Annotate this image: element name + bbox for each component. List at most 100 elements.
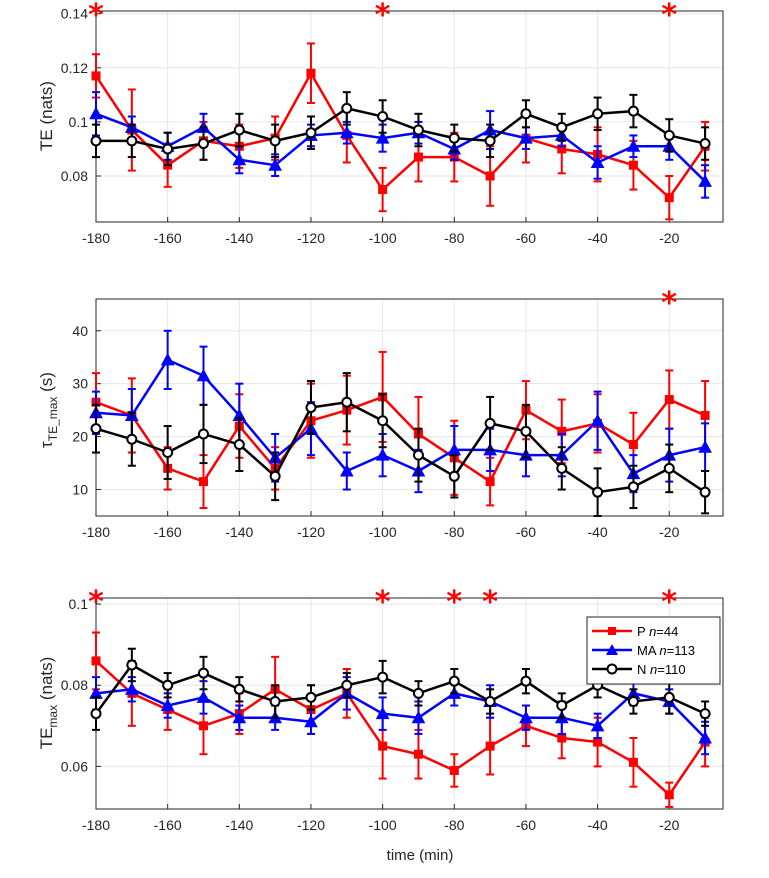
- data-point: [91, 656, 101, 666]
- data-point: [197, 138, 209, 150]
- data-point: [162, 679, 174, 691]
- data-point: [233, 683, 245, 695]
- data-point: [162, 446, 174, 458]
- y-tick-label: 0.12: [61, 60, 88, 76]
- data-point: [698, 730, 712, 744]
- x-tick-label: -160: [154, 524, 182, 540]
- data-point: [90, 708, 102, 720]
- series-line-P: [95, 659, 707, 797]
- x-tick-label: -140: [225, 817, 253, 833]
- data-point: [519, 710, 533, 724]
- series-N: [90, 372, 711, 517]
- x-tick-label: -40: [587, 817, 607, 833]
- data-point: [448, 675, 460, 687]
- significance-star: *: [661, 286, 677, 321]
- significance-star: *: [482, 585, 498, 620]
- series-line-P: [95, 395, 706, 483]
- x-tick-label: -140: [225, 524, 253, 540]
- data-point: [699, 138, 711, 150]
- data-point: [626, 139, 641, 152]
- data-point: [196, 368, 211, 382]
- legend-entry-N: N n=110: [592, 662, 686, 677]
- data-point: [519, 131, 533, 144]
- data-point: [484, 417, 496, 429]
- data-point: [485, 477, 495, 487]
- x-tick-label: -80: [444, 230, 464, 246]
- data-point: [341, 396, 353, 408]
- data-point: [124, 682, 139, 695]
- legend-label: MA n=113: [637, 643, 695, 658]
- series-line-MA: [95, 112, 706, 183]
- data-point: [449, 765, 459, 775]
- x-tick-label: -100: [369, 524, 397, 540]
- legend-entry-MA: MA n=113: [592, 643, 695, 658]
- data-point: [485, 741, 495, 751]
- data-point: [375, 131, 390, 144]
- data-point: [196, 690, 211, 703]
- x-tick-label: -80: [444, 817, 464, 833]
- data-point: [305, 691, 317, 703]
- significance-star: *: [446, 585, 462, 620]
- series-N: [90, 91, 711, 167]
- data-point: [557, 733, 567, 743]
- data-point: [341, 102, 353, 114]
- series-line-MA: [95, 358, 706, 475]
- series-N: [90, 647, 711, 731]
- data-point: [699, 708, 711, 720]
- x-tick-label: -20: [659, 817, 679, 833]
- data-point: [592, 486, 604, 498]
- data-point: [698, 174, 712, 187]
- data-point: [627, 105, 639, 117]
- data-point: [162, 143, 174, 155]
- data-point: [269, 135, 281, 147]
- data-point: [628, 440, 638, 450]
- data-point: [377, 415, 389, 427]
- x-tick-label: -40: [587, 230, 607, 246]
- legend-marker: [606, 644, 618, 655]
- data-point: [378, 185, 388, 195]
- data-point: [305, 127, 317, 139]
- y-axis-label: TE (nats): [37, 81, 56, 151]
- data-point: [378, 741, 388, 751]
- x-tick-label: -180: [82, 230, 110, 246]
- data-point: [91, 71, 101, 81]
- y-tick-label: 20: [72, 429, 88, 445]
- significance-star: *: [88, 585, 104, 620]
- data-point: [306, 68, 316, 78]
- data-point: [198, 477, 208, 487]
- data-point: [377, 111, 389, 122]
- x-tick-label: -120: [297, 230, 325, 246]
- data-point: [590, 718, 605, 732]
- data-point: [700, 410, 710, 420]
- data-point: [592, 108, 604, 120]
- data-point: [305, 402, 317, 413]
- data-point: [556, 462, 568, 474]
- y-tick-label: 40: [72, 323, 88, 339]
- y-tick-label: 0.14: [61, 6, 88, 22]
- data-point: [126, 433, 138, 445]
- data-point: [699, 486, 711, 498]
- data-point: [269, 695, 281, 707]
- data-point: [339, 125, 354, 139]
- data-point: [520, 675, 532, 687]
- significance-star: *: [661, 0, 677, 33]
- data-point: [375, 448, 390, 461]
- data-point: [90, 423, 102, 435]
- data-point: [160, 352, 175, 366]
- series-line-N: [96, 107, 706, 151]
- significance-star: *: [88, 0, 104, 33]
- x-tick-label: -180: [82, 524, 110, 540]
- data-point: [232, 152, 247, 166]
- data-point: [448, 132, 460, 144]
- legend-marker: [608, 627, 616, 635]
- legend-marker: [606, 663, 618, 675]
- y-axis-label: TEmax (nats): [37, 657, 60, 750]
- data-point: [304, 714, 318, 728]
- x-tick-label: -140: [225, 230, 253, 246]
- data-point: [412, 449, 424, 461]
- data-point: [413, 749, 423, 759]
- x-tick-label: -160: [154, 230, 182, 246]
- data-point: [197, 428, 209, 440]
- data-point: [126, 135, 138, 147]
